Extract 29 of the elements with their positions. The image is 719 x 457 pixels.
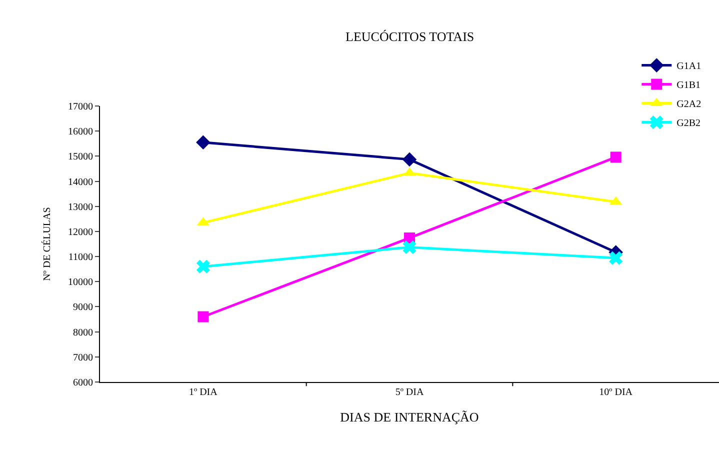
y-tick-label: 6000 <box>73 378 93 388</box>
chart-title: LEUCÓCITOS TOTAIS <box>346 29 474 44</box>
x-axis-title: DIAS DE INTERNAÇÃO <box>340 410 479 425</box>
legend-label: G1A1 <box>676 61 702 72</box>
point <box>609 251 623 265</box>
y-tick-label: 8000 <box>73 327 93 338</box>
y-tick-label: 10000 <box>68 277 93 288</box>
y-tick-label: 15000 <box>68 152 93 163</box>
y-tick-label: 11000 <box>68 252 93 264</box>
legend-label: G1B1 <box>676 80 701 92</box>
y-tick-label: 17000 <box>68 102 93 112</box>
legend-label: G2B2 <box>676 118 701 130</box>
y-tick-label: 16000 <box>68 126 93 138</box>
point <box>402 240 416 254</box>
x-tick-label: 1º DIA <box>188 387 218 398</box>
point <box>198 311 209 322</box>
y-tick-label: 7000 <box>73 352 93 364</box>
y-tick-label: 14000 <box>68 176 93 188</box>
point <box>196 260 210 274</box>
y-tick-label: 12000 <box>68 226 93 238</box>
point <box>402 152 417 167</box>
y-tick-label: 13000 <box>68 202 93 213</box>
y-tick-label: 9000 <box>73 302 93 314</box>
x-tick-label: 5º DIA <box>395 387 424 398</box>
point <box>610 152 622 163</box>
point <box>196 135 210 150</box>
y-axis-title: Nº DE CÉLULAS <box>41 207 53 281</box>
legend-label: G2A2 <box>676 99 702 110</box>
x-tick-label: 10º DIA <box>599 387 634 398</box>
